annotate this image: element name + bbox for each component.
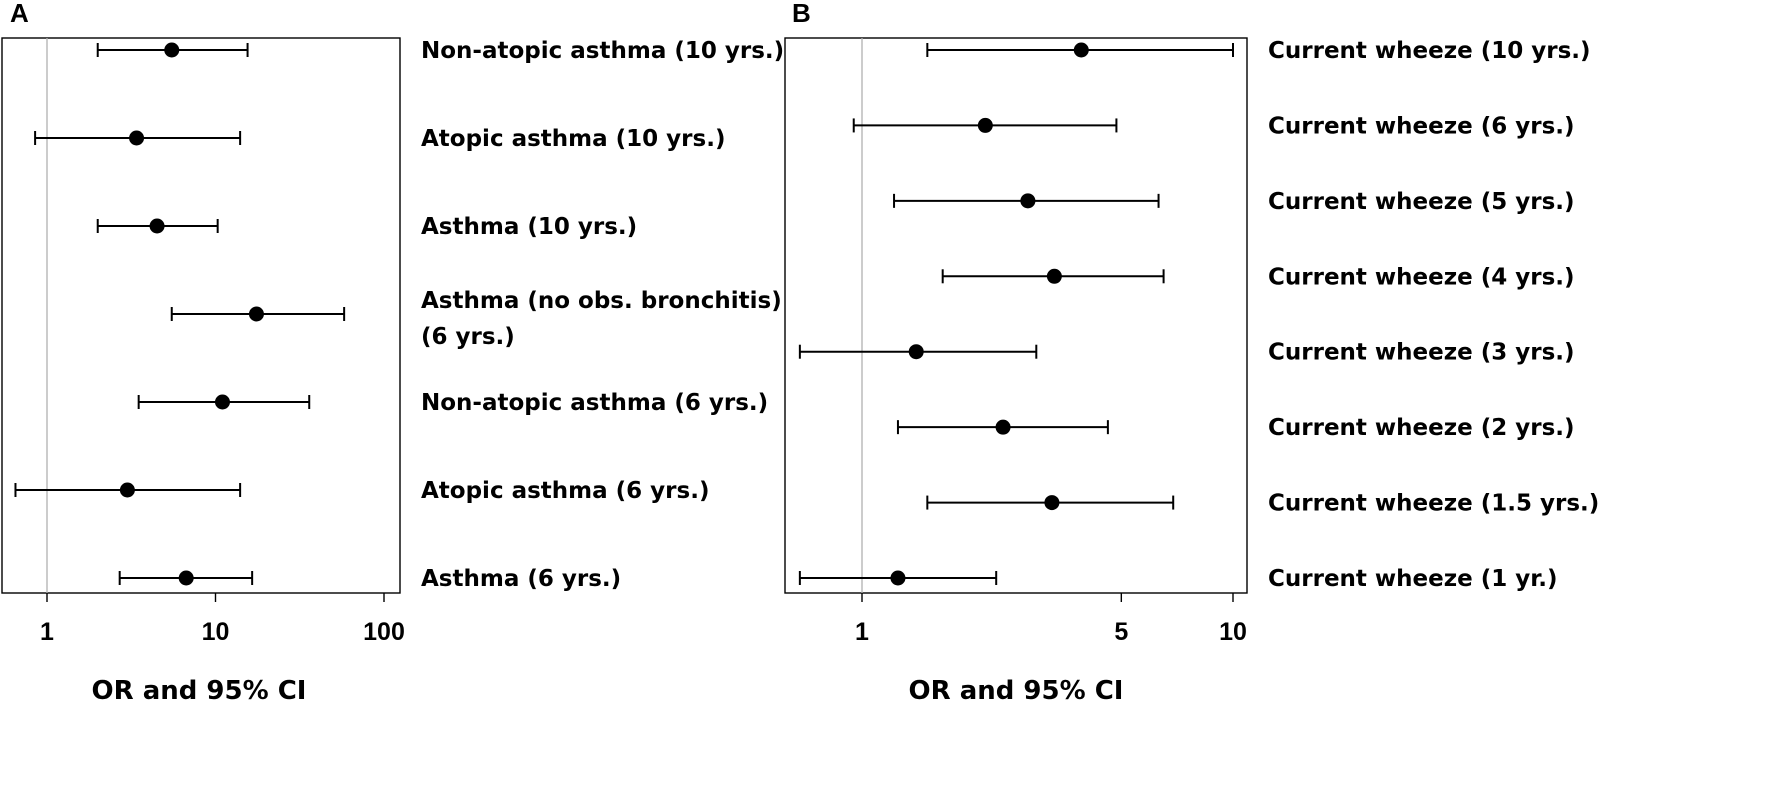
plot-frame bbox=[784, 37, 1248, 594]
row-label: Atopic asthma (6 yrs.) bbox=[421, 478, 709, 504]
or-point bbox=[1073, 42, 1089, 58]
row-label-line2: (6 yrs.) bbox=[421, 324, 515, 350]
or-point bbox=[908, 344, 924, 360]
or-point bbox=[890, 570, 906, 586]
or-point bbox=[164, 42, 180, 58]
row-label: Current wheeze (1.5 yrs.) bbox=[1268, 491, 1599, 517]
or-point bbox=[995, 419, 1011, 435]
x-axis-title: OR and 95% CI bbox=[909, 676, 1124, 706]
x-tick-label: 5 bbox=[1114, 618, 1128, 646]
or-point bbox=[214, 394, 230, 410]
row-label: Current wheeze (5 yrs.) bbox=[1268, 189, 1575, 215]
row-label: Non-atopic asthma (10 yrs.) bbox=[421, 38, 784, 64]
row-label: Current wheeze (3 yrs.) bbox=[1268, 340, 1575, 366]
x-tick-label: 1 bbox=[40, 618, 54, 646]
x-tick-label: 10 bbox=[1219, 618, 1247, 646]
row-label: Non-atopic asthma (6 yrs.) bbox=[421, 390, 768, 416]
or-point bbox=[1046, 268, 1062, 284]
panel-letter: A bbox=[10, 0, 29, 28]
row-label: Atopic asthma (10 yrs.) bbox=[421, 126, 725, 152]
row-label: Asthma (6 yrs.) bbox=[421, 566, 621, 592]
x-tick-label: 10 bbox=[202, 618, 230, 646]
or-point bbox=[149, 218, 165, 234]
panel-letter: B bbox=[792, 0, 811, 28]
row-label: Asthma (10 yrs.) bbox=[421, 214, 637, 240]
panel-b: B 1 5 10 OR and 95% CI Current wheeze (10 yrs… bbox=[784, 0, 1599, 706]
or-point bbox=[1020, 193, 1036, 209]
or-point bbox=[977, 117, 993, 133]
panel-a: A 1 10 100 OR and 95% CI Non-atopic asthma (1… bbox=[1, 0, 784, 706]
row-label: Current wheeze (2 yrs.) bbox=[1268, 415, 1575, 441]
or-point bbox=[178, 570, 194, 586]
row-label: Current wheeze (10 yrs.) bbox=[1268, 38, 1591, 64]
row-label: Current wheeze (1 yr.) bbox=[1268, 566, 1558, 592]
row-label: Current wheeze (4 yrs.) bbox=[1268, 264, 1575, 290]
x-axis-title: OR and 95% CI bbox=[92, 676, 307, 706]
or-point bbox=[119, 482, 135, 498]
or-point bbox=[248, 306, 264, 322]
row-label: Asthma (no obs. bronchitis) bbox=[421, 288, 782, 314]
or-point bbox=[129, 130, 145, 146]
plot-frame bbox=[1, 37, 401, 594]
x-tick-label: 1 bbox=[855, 618, 869, 646]
x-tick-label: 100 bbox=[363, 618, 405, 646]
row-label: Current wheeze (6 yrs.) bbox=[1268, 113, 1575, 139]
or-point bbox=[1044, 495, 1060, 511]
